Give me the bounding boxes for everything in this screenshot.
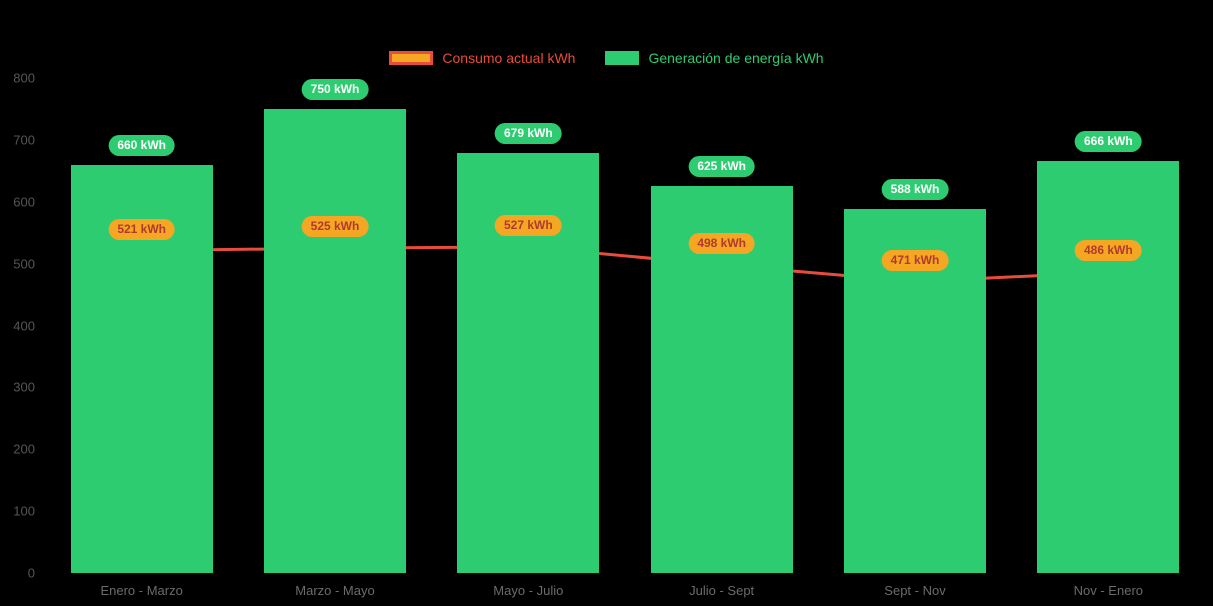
y-axis: 0 100 200 300 400 500 600 700 800	[0, 0, 38, 606]
y-axis-tick: 700	[13, 132, 35, 148]
generation-bar	[1037, 160, 1180, 573]
y-axis-tick: 0	[27, 565, 35, 581]
x-axis-label: Julio - Sept	[689, 583, 755, 598]
generation-value-badge: 660 kWh	[108, 134, 175, 156]
consumption-line	[136, 241, 1114, 287]
consumption-value-badge: 498 kWh	[688, 232, 755, 255]
generation-value-badge: 588 kWh	[881, 179, 949, 201]
x-axis-label: Enero - Marzo	[100, 583, 183, 598]
generation-value-badge: 625 kWh	[688, 156, 755, 178]
legend-item-generation[interactable]: Generación de energía kWh	[605, 50, 824, 66]
x-axis-label: Sept - Nov	[884, 583, 946, 598]
x-axis-label: Mayo - Julio	[493, 583, 564, 598]
x-axis-label: Nov - Enero	[1073, 583, 1144, 598]
legend-label-consumption: Consumo actual kWh	[442, 50, 576, 66]
y-axis-tick: 400	[13, 318, 35, 333]
consumption-value-badge: 527 kWh	[494, 214, 562, 237]
legend-item-consumption[interactable]: Consumo actual kWh	[389, 50, 575, 66]
legend: Consumo actual kWh Generación de energía…	[0, 50, 1213, 66]
generation-value-badge: 750 kWh	[301, 78, 369, 101]
generation-bar	[264, 108, 406, 573]
consumption-value-badge: 486 kWh	[1074, 240, 1142, 262]
y-axis-tick: 300	[13, 379, 35, 395]
x-axis-label: Marzo - Mayo	[295, 583, 375, 598]
y-axis-tick: 800	[13, 70, 35, 86]
y-axis-tick: 600	[13, 194, 35, 210]
y-axis-tick: 200	[13, 441, 35, 457]
consumption-swatch-icon	[389, 51, 434, 65]
plot-area: 660 kWh 750 kWh 679 kWh 625 kWh 588 kWh 666 k…	[45, 0, 1205, 606]
generation-swatch-icon	[605, 51, 640, 65]
consumption-value-badge: 521 kWh	[108, 218, 175, 240]
consumption-value-badge: 525 kWh	[301, 216, 369, 238]
generation-value-badge: 679 kWh	[494, 122, 562, 145]
generation-value-badge: 666 kWh	[1074, 130, 1142, 153]
legend-label-generation: Generación de energía kWh	[648, 50, 824, 66]
x-axis: Enero - Marzo Marzo - Mayo Mayo - Julio Jul…	[45, 583, 1205, 606]
y-axis-tick: 100	[13, 503, 35, 519]
y-axis-tick: 500	[13, 256, 35, 272]
consumption-value-badge: 471 kWh	[881, 249, 949, 271]
